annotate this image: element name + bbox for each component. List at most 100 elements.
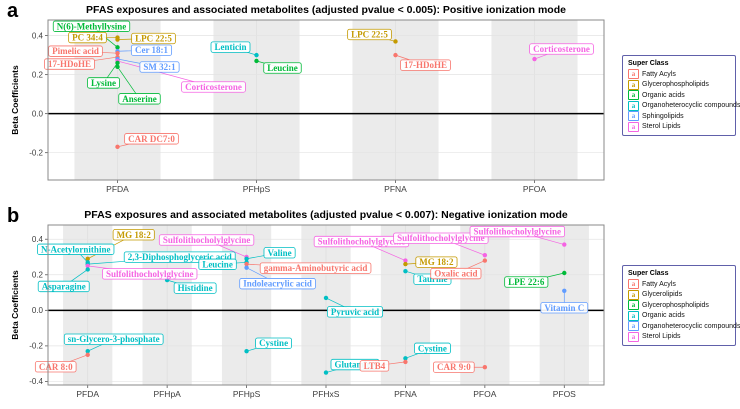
data-point — [85, 267, 90, 272]
data-point — [115, 37, 120, 42]
y-axis-title: Beta Coefficients — [10, 65, 20, 135]
legend-key-glyph: a — [628, 331, 639, 342]
data-point — [85, 256, 90, 261]
panel-a-letter: a — [7, 0, 19, 22]
point-label: LPC 22:5 — [135, 34, 172, 44]
point-label: Lysine — [91, 78, 116, 88]
legend-entry: a Organoheterocyclic compounds — [628, 100, 740, 112]
x-category-label: PFNA — [394, 389, 417, 399]
legend-entry: a Sterol Lipids — [628, 331, 731, 343]
data-point — [244, 261, 249, 267]
point-label: PC 34:4 — [72, 33, 103, 43]
y-tick-label: 0.0 — [32, 306, 44, 315]
legend-key-glyph: a — [628, 279, 639, 290]
plot-border — [47, 19, 605, 181]
point-label-box — [181, 81, 246, 93]
x-category-label: PFOA — [473, 389, 496, 399]
point-label-box — [359, 360, 390, 372]
point-label-box — [131, 32, 176, 45]
data-point — [244, 265, 249, 270]
point-label-box — [504, 276, 549, 288]
point-label-box — [118, 93, 161, 105]
legend-entry-label: Glycerolipids — [642, 291, 683, 299]
data-point — [532, 56, 537, 62]
data-point — [115, 64, 120, 70]
x-category-label: PFHpS — [243, 184, 271, 194]
y-tick-label: -0.4 — [29, 377, 43, 386]
point-label-box — [255, 337, 292, 349]
data-point — [115, 45, 120, 50]
y-tick-label: 0.4 — [32, 235, 44, 244]
point-label: Sulfolithocholylglycine — [318, 237, 406, 247]
point-label: Asparagine — [42, 281, 86, 291]
point-label-box — [34, 361, 77, 373]
legend-key-glyph: a — [628, 121, 639, 132]
y-tick-label: 0.2 — [32, 270, 44, 279]
data-point — [403, 356, 408, 361]
point-label: 2,3-Diphosphoglyceric acid — [128, 252, 232, 262]
point-label-box — [263, 247, 296, 259]
data-point — [482, 365, 488, 370]
panel-a-plot: 0.4 0.2 0.0 -0.2 PFDA PFHpS PFNA PFOA Beta Coeff… — [10, 19, 605, 194]
point-label: Anserine — [122, 94, 157, 104]
point-label-box — [430, 267, 482, 280]
x-category-label: PFOA — [523, 184, 546, 194]
panel-a-title: PFAS exposures and associated metabolite… — [86, 4, 566, 16]
legend-key-glyph: a — [628, 300, 639, 311]
legend-entry-label: Organic acids — [642, 91, 685, 99]
point-label-box — [52, 20, 131, 32]
legend-entry-label: Fatty Acyls — [642, 70, 676, 78]
point-label: CAR 8:0 — [39, 362, 73, 372]
x-category-label: PFNA — [384, 184, 407, 194]
y-axis-title: Beta Coefficients — [10, 270, 20, 340]
data-point — [403, 258, 408, 263]
point-label: N(6)-Methyllysine — [57, 21, 127, 31]
point-label: Pimelic acid — [52, 46, 99, 56]
data-point — [562, 288, 567, 293]
y-tick-label: -0.2 — [29, 342, 43, 351]
data-point — [254, 58, 259, 64]
point-label-box — [139, 61, 180, 73]
point-label: Indoleacrylic acid — [243, 279, 312, 289]
point-label: Lenticin — [214, 42, 246, 52]
point-label-box — [87, 77, 120, 89]
point-label-box — [540, 302, 589, 314]
legend-title: Super Class — [628, 60, 669, 67]
point-label-box — [414, 342, 451, 354]
data-point — [403, 359, 408, 365]
panel-a: a PFAS exposures and associated metaboli… — [0, 0, 740, 204]
data-point — [85, 352, 90, 357]
legend-entry: a Glycerophospholipids — [628, 300, 731, 311]
legend-entry: a Glycerolipids — [628, 289, 731, 301]
point-label: Vitamin C — [544, 303, 584, 313]
point-label-box — [112, 229, 155, 241]
point-label: N-Acetylornithine — [41, 244, 111, 254]
legend-key-glyph: a — [628, 310, 639, 321]
data-point — [244, 256, 249, 261]
point-label-box — [37, 280, 90, 293]
panel-b-letter: b — [7, 205, 20, 227]
y-tick-label: 0.0 — [32, 109, 44, 118]
point-label: 17-HDoHE — [404, 60, 447, 70]
point-label-box — [393, 232, 489, 244]
point-label-box — [210, 41, 251, 53]
legend-entry-label: Sterol Lipids — [642, 123, 681, 131]
point-label: Taurine — [417, 274, 447, 284]
point-label: Sulfolithocholylglycine — [397, 233, 485, 243]
point-label-box — [347, 28, 392, 41]
point-label-box — [263, 62, 302, 74]
data-point — [403, 269, 408, 274]
point-label-box — [239, 278, 316, 290]
panel-b: b PFAS exposures and associated metaboli… — [0, 205, 740, 409]
data-point — [393, 39, 398, 44]
point-label-box — [124, 133, 179, 145]
data-point — [254, 52, 259, 58]
point-label: Glutamine — [334, 360, 375, 370]
point-label: Cystine — [418, 343, 447, 353]
data-point — [482, 258, 488, 263]
data-point — [115, 50, 120, 56]
legend-entry: a Organic acids — [628, 90, 731, 101]
point-label: Cer 18:1 — [135, 45, 169, 55]
point-label-box — [130, 44, 173, 56]
data-point — [562, 242, 567, 247]
